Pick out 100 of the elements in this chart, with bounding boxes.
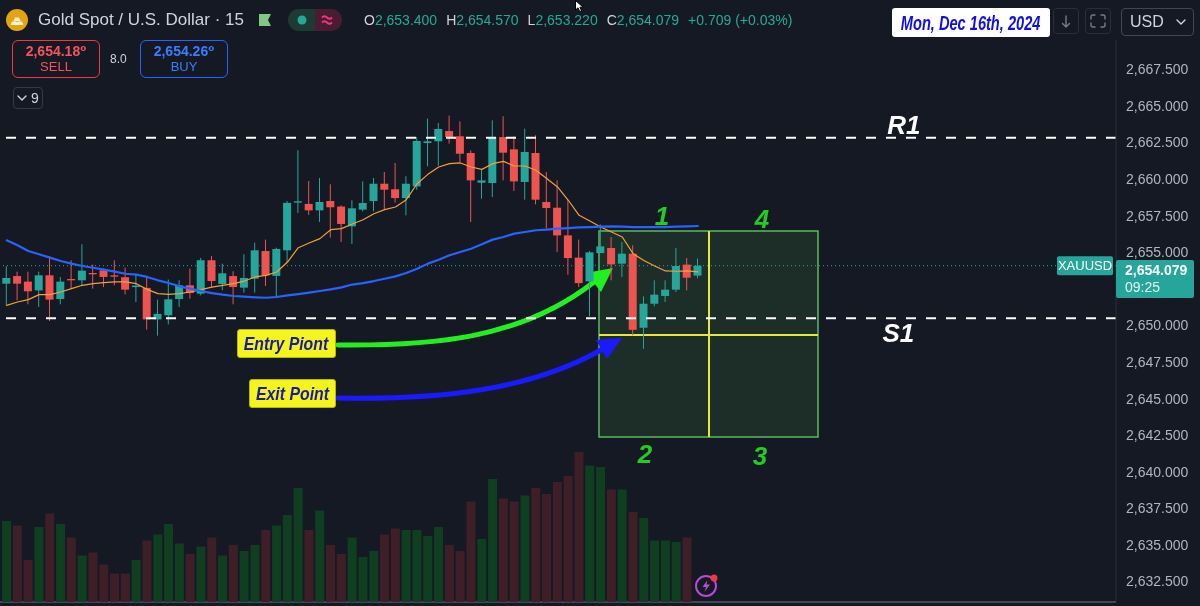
bar	[596, 467, 606, 602]
annotation: 1	[654, 201, 670, 231]
bar	[660, 540, 670, 602]
bar	[34, 527, 44, 602]
annotation: 2,654.18⁰	[25, 43, 87, 59]
candlestick	[77, 243, 86, 286]
candlestick	[650, 279, 659, 307]
annotation: 9	[31, 90, 39, 106]
text: H2,654.570	[446, 12, 519, 28]
candlestick	[542, 171, 551, 230]
chart-title: Gold Spot / U.S. Dollar · 15	[38, 10, 244, 30]
bar	[531, 488, 541, 602]
candlestick	[401, 175, 410, 216]
candlestick	[423, 118, 432, 167]
bar	[120, 573, 130, 602]
bar	[542, 494, 552, 602]
bar	[88, 552, 98, 602]
bar	[77, 555, 87, 602]
bar	[2, 521, 12, 602]
bar	[196, 546, 206, 602]
text: Mon, Dec 16th, 2024	[901, 11, 1041, 34]
bar	[552, 482, 562, 602]
y-tick-label: 2,642.500	[1126, 427, 1189, 444]
y-tick-label: 2,650.000	[1126, 317, 1189, 334]
text: +0.709 (+0.03%)	[688, 12, 793, 28]
candlestick	[455, 120, 464, 163]
candlestick	[207, 255, 216, 288]
bar	[390, 528, 400, 602]
y-tick-label: 2,647.500	[1126, 353, 1189, 370]
sell-button: 2,654.18⁰ SELL	[12, 40, 100, 78]
bar	[23, 560, 33, 602]
bar	[434, 527, 444, 602]
y-tick-label: 2,632.500	[1126, 573, 1189, 590]
bar	[617, 489, 627, 602]
candlestick	[380, 171, 389, 210]
bar	[272, 525, 282, 602]
y-tick-label: 2,655.000	[1126, 244, 1189, 261]
bar	[261, 530, 271, 602]
bar	[304, 530, 314, 602]
bar	[45, 513, 55, 602]
candlestick	[304, 180, 313, 216]
bar	[228, 545, 238, 602]
bar	[131, 560, 141, 602]
bar	[650, 540, 660, 602]
bar	[639, 518, 649, 602]
text: 2,654.079	[1125, 262, 1189, 279]
candlestick	[563, 199, 572, 276]
bar	[218, 555, 228, 602]
bar	[326, 545, 336, 602]
bar	[380, 534, 390, 602]
candlestick	[596, 223, 605, 254]
y-tick-label: 2,645.000	[1126, 390, 1189, 407]
candlestick	[13, 271, 22, 301]
bar	[99, 564, 109, 602]
candlestick	[391, 162, 400, 204]
line-series	[5, 224, 699, 299]
candlestick	[110, 259, 119, 286]
bar	[606, 489, 616, 602]
bar	[293, 488, 303, 602]
bar	[153, 534, 163, 602]
bar	[671, 542, 681, 602]
bar	[174, 543, 184, 602]
annotation: SELL	[40, 59, 72, 75]
y-tick-label: 2,657.500	[1126, 207, 1189, 224]
candlestick	[315, 177, 324, 223]
text: 3	[752, 441, 768, 471]
ref-line-label: S1	[882, 318, 915, 349]
candlestick	[293, 149, 302, 214]
text: C2,654.079	[606, 12, 680, 28]
bar	[207, 537, 217, 602]
bar	[444, 545, 454, 602]
dropdown-button: USD	[1121, 8, 1194, 36]
candlestick	[477, 169, 486, 200]
y-tick-label: 2,637.500	[1126, 500, 1189, 517]
annotation: BUY	[170, 59, 198, 75]
bar	[56, 524, 66, 602]
text: 4	[754, 204, 770, 234]
bar	[315, 510, 325, 602]
candlestick	[326, 183, 335, 239]
bar	[628, 512, 638, 602]
candlestick	[661, 279, 670, 303]
text: 09:25	[1125, 279, 1162, 296]
candlestick	[34, 271, 43, 308]
y-tick-label: 2,660.000	[1126, 171, 1189, 188]
bar	[185, 554, 195, 602]
y-tick-label: 2,662.500	[1126, 134, 1189, 151]
candlestick	[499, 115, 508, 181]
bar	[520, 495, 530, 602]
annotation: 2	[637, 439, 653, 469]
candlestick	[23, 271, 32, 305]
bar	[282, 515, 292, 602]
bar	[488, 479, 498, 602]
candlestick	[369, 177, 378, 212]
y-tick-label: 2,635.000	[1126, 536, 1189, 553]
candlestick	[347, 199, 356, 245]
ref-line-label: XAUUSD	[1057, 258, 1113, 274]
candlestick	[639, 295, 648, 350]
annotation: Exit Point	[255, 383, 330, 404]
candlestick	[445, 115, 454, 145]
dropdown-button: 9	[13, 87, 43, 109]
